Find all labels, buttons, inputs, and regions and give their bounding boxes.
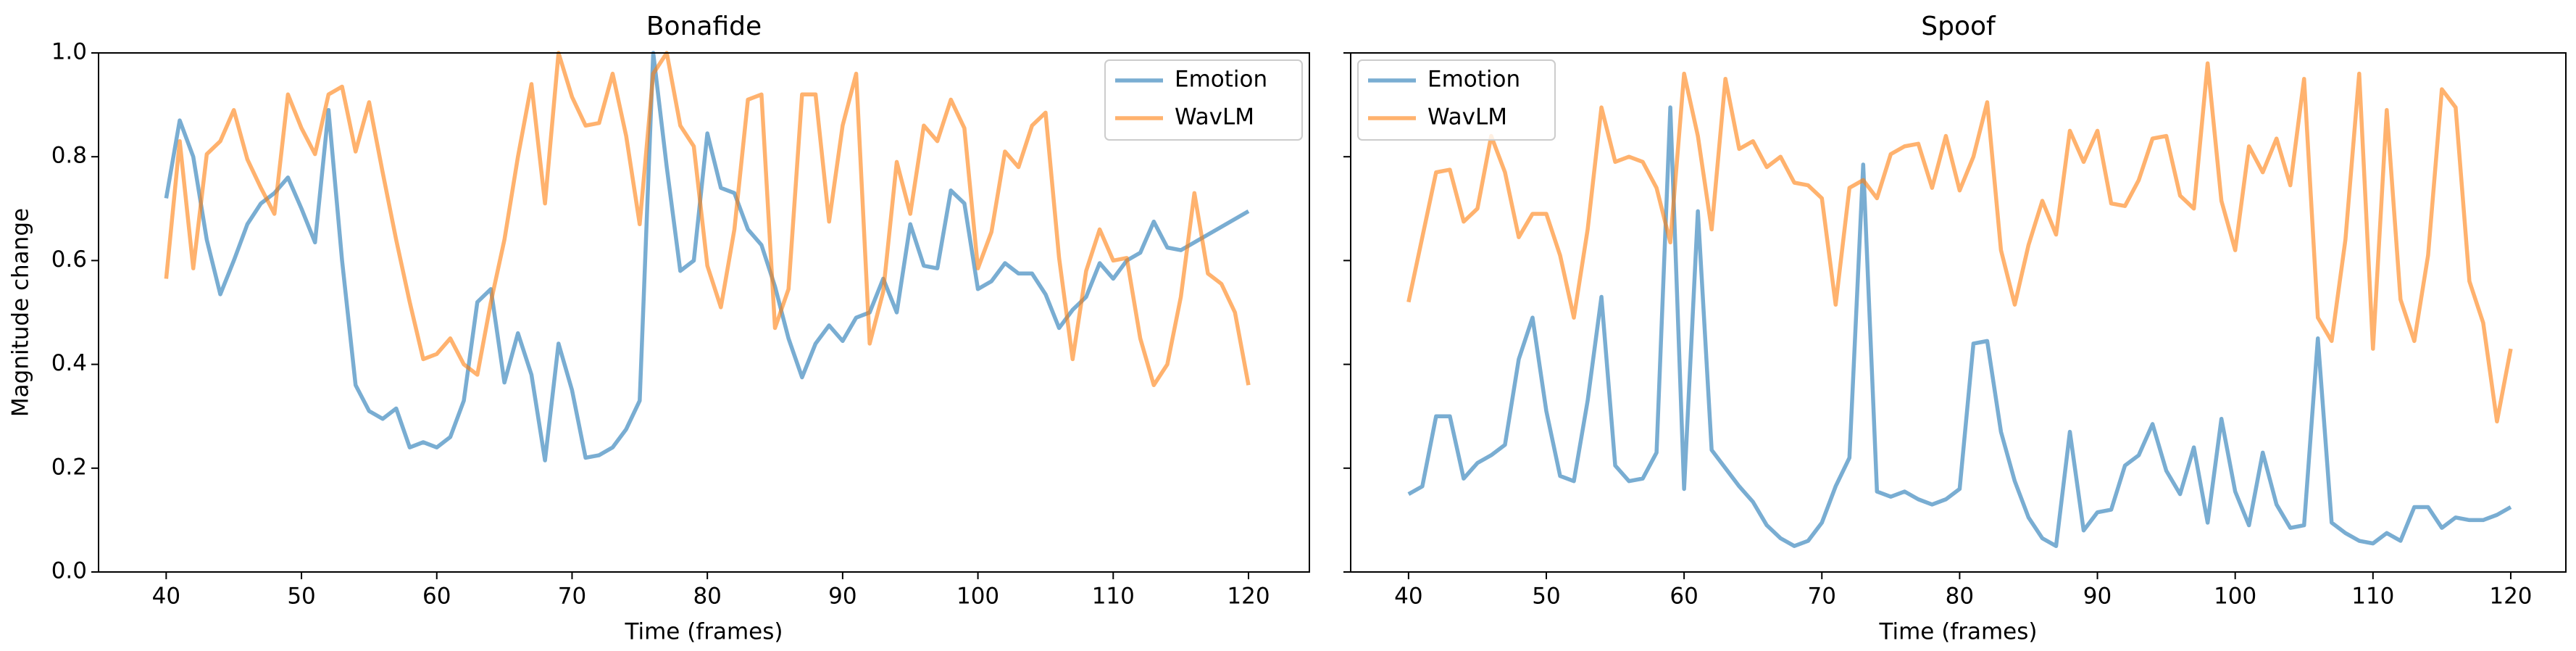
chart-title: Spoof [1921,12,1996,41]
x-tick-label: 100 [2214,584,2256,610]
y-tick-label: 0.0 [51,558,87,584]
y-tick-label: 0.4 [51,350,87,376]
y-axis-label: Magnitude change [8,208,34,417]
x-tick-label: 70 [1808,584,1836,610]
x-tick-label: 40 [152,584,180,610]
x-tick-label: 90 [2083,584,2112,610]
x-tick-label: 80 [1946,584,1974,610]
legend-label: Emotion [1427,67,1520,93]
x-tick-label: 100 [956,584,999,610]
y-tick-label: 0.2 [51,454,87,480]
chart-title: Bonafide [646,12,762,41]
data-line [1406,61,2513,424]
data-line [164,51,1251,387]
x-tick-label: 40 [1394,584,1422,610]
x-tick-label: 60 [1670,584,1698,610]
x-axis-label: Time (frames) [625,619,783,645]
x-tick-label: 120 [2489,584,2532,610]
legend-label: WavLM [1175,104,1254,130]
legend-label: WavLM [1427,104,1507,130]
x-tick-label: 120 [1227,584,1270,610]
x-tick-label: 110 [1092,584,1135,610]
x-tick-label: 60 [422,584,451,610]
x-tick-label: 80 [693,584,721,610]
legend-label: Emotion [1175,67,1267,93]
plot-frame [1350,52,2567,573]
plot-frame [98,52,1310,573]
x-tick-label: 110 [2351,584,2394,610]
x-tick-label: 50 [287,584,315,610]
data-line [1407,105,2512,548]
x-tick-label: 50 [1532,584,1560,610]
y-tick-label: 0.6 [51,246,87,273]
x-axis-label: Time (frames) [1879,619,2038,645]
y-tick-label: 0.8 [51,143,87,169]
y-tick-label: 1.0 [51,39,87,65]
x-tick-label: 70 [558,584,586,610]
x-tick-label: 90 [828,584,856,610]
